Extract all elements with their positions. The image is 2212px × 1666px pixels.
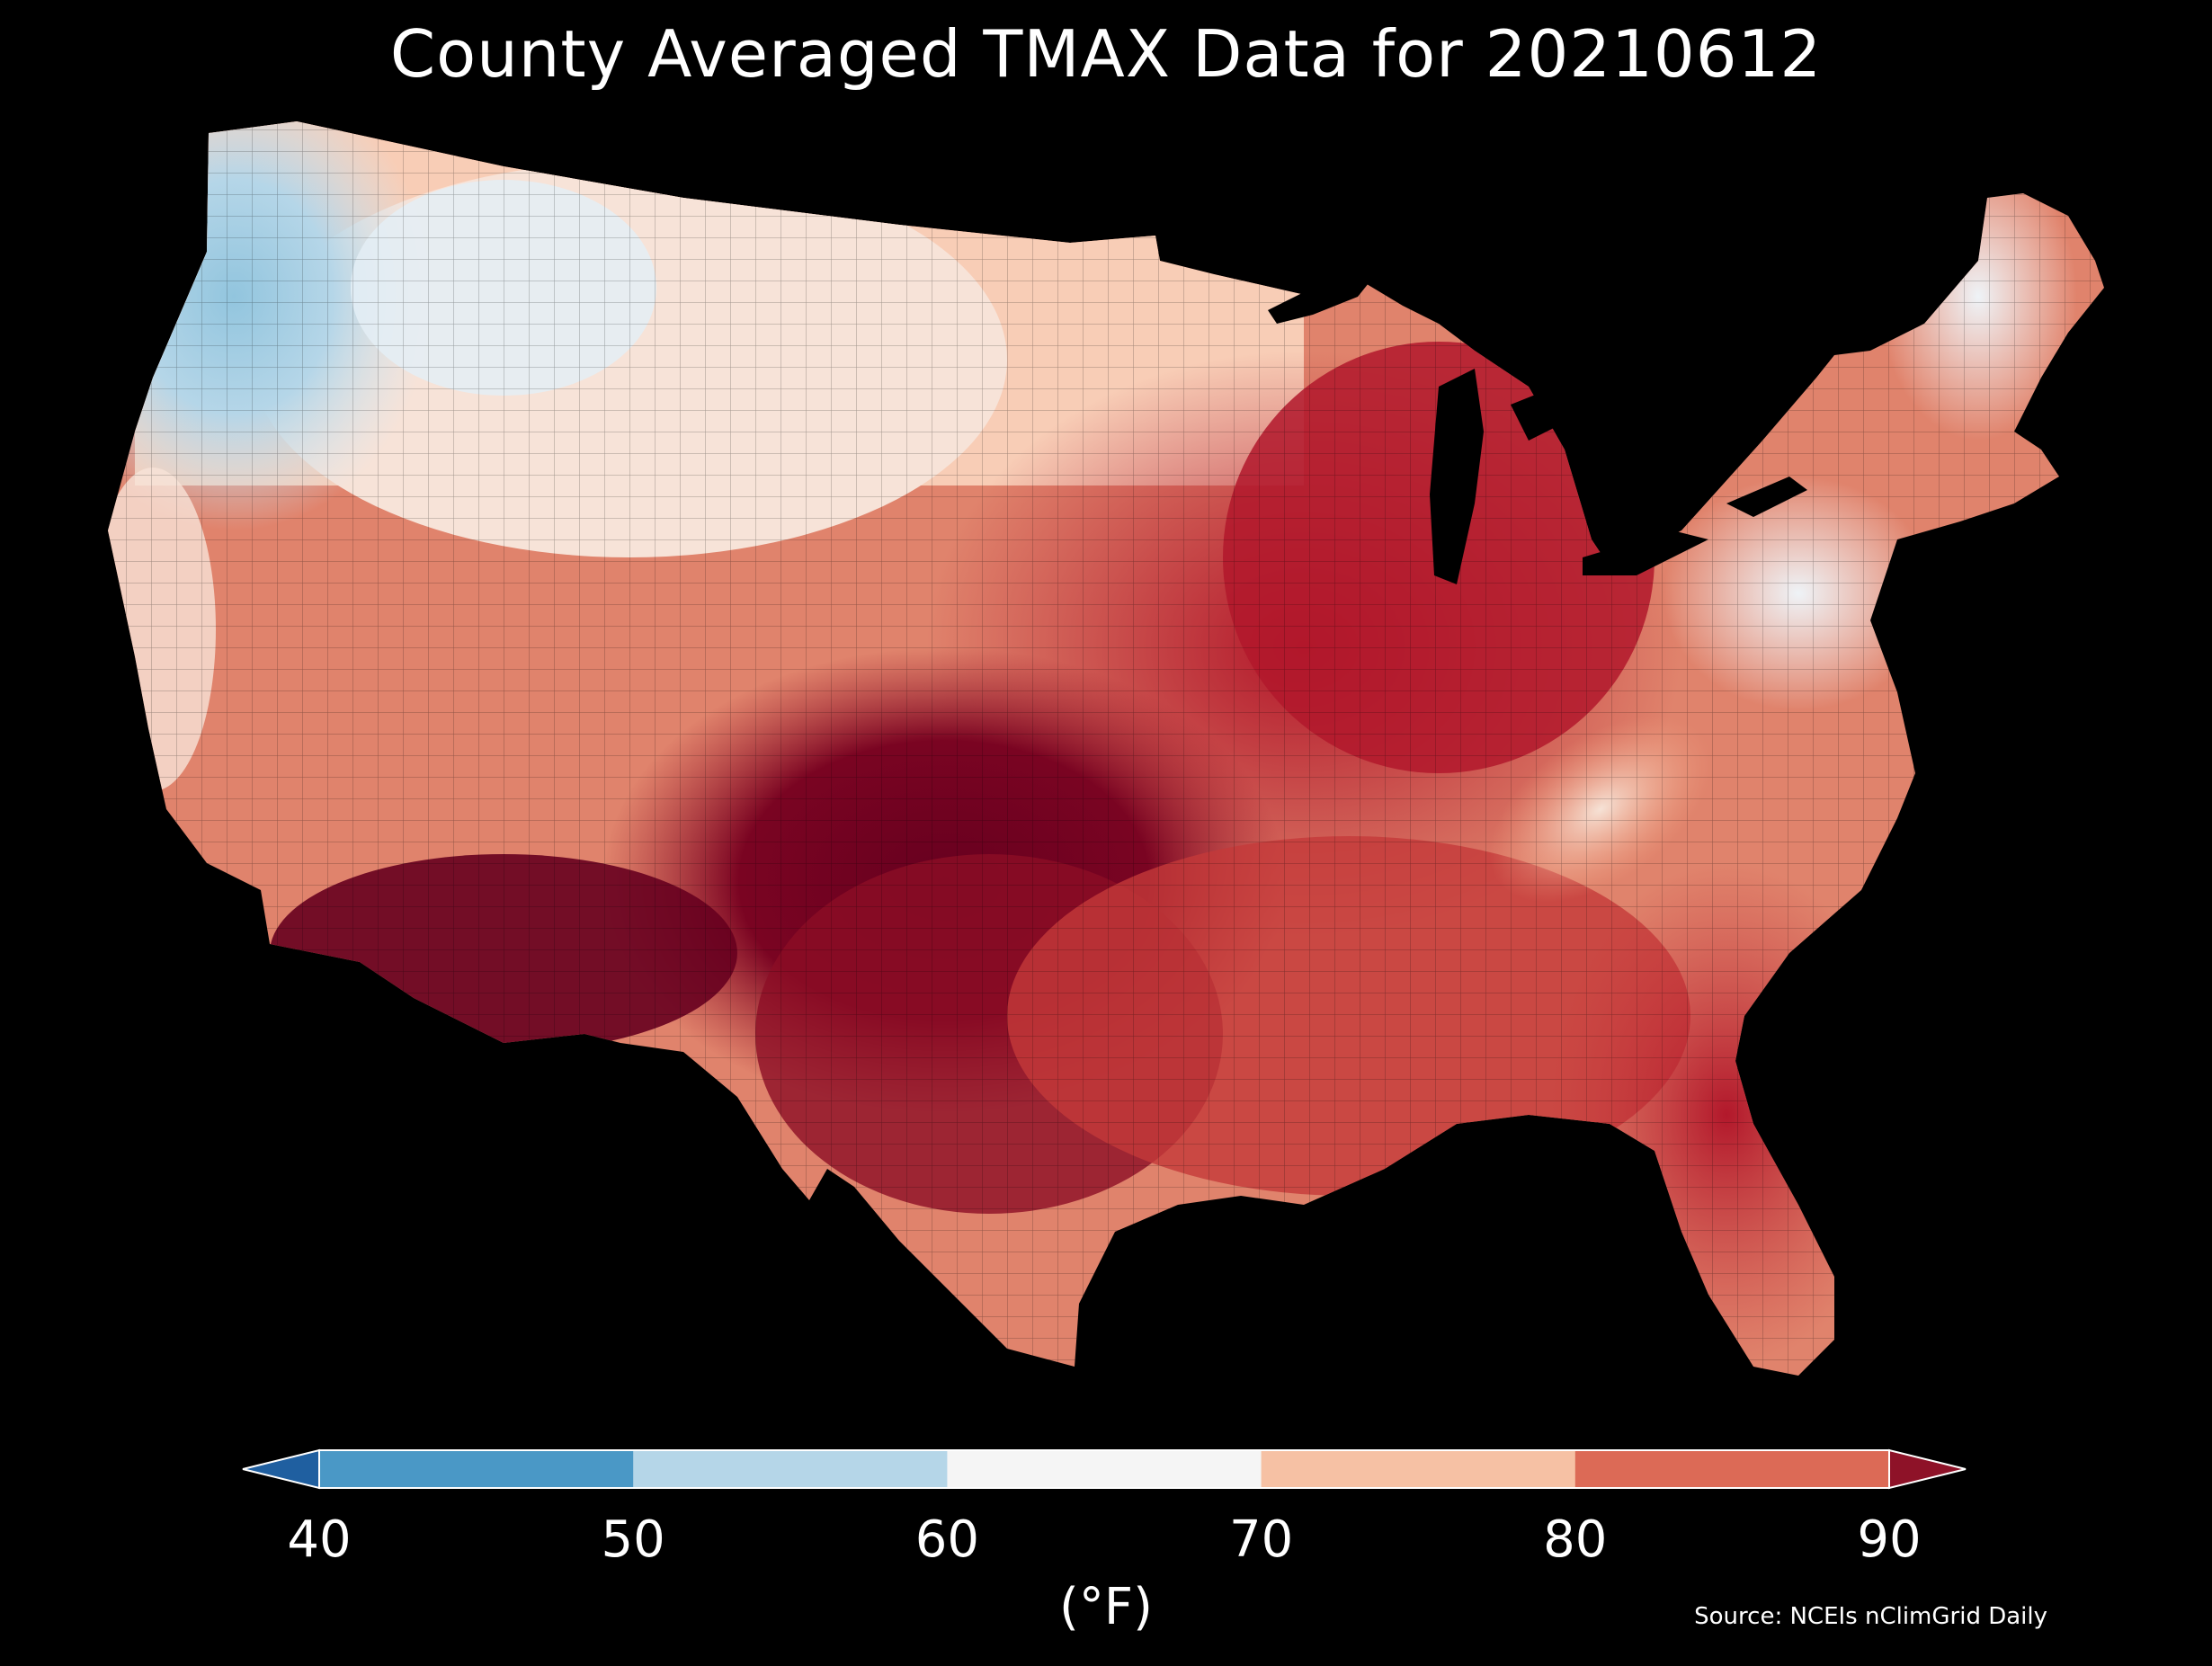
colorbar-bin [947, 1450, 1262, 1488]
colorbar-tick-label: 90 [1857, 1510, 1922, 1569]
colorbar-tick-label: 50 [601, 1510, 665, 1569]
source-credit: Source: NCEIs nClimGrid Daily [1694, 1603, 2047, 1630]
colorbar-bin [1574, 1450, 1890, 1488]
colorbar-tick-label: 80 [1543, 1510, 1608, 1569]
colorbar-extend-high [1888, 1448, 1967, 1490]
colorbar-bin [1261, 1450, 1576, 1488]
colorbar-tick-label: 60 [914, 1510, 980, 1569]
colorbar-extend-low [242, 1448, 320, 1490]
great-lakes [1268, 274, 1807, 584]
colorbar-bin [633, 1450, 948, 1488]
map-title: County Averaged TMAX Data for 20210612 [389, 16, 1823, 92]
colorbar-bin [319, 1450, 634, 1488]
colorbar-unit-label: (°F) [1059, 1578, 1153, 1636]
colorbar-tick-label: 40 [287, 1510, 352, 1569]
colorbar-tick-label: 70 [1228, 1510, 1294, 1569]
